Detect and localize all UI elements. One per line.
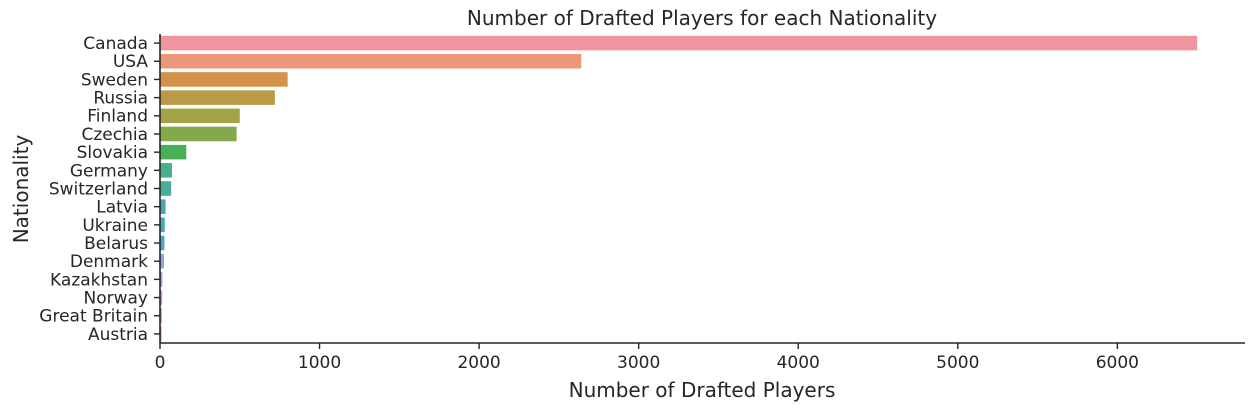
y-tick-label: Germany: [70, 161, 148, 181]
x-tick-label: 6000: [1096, 353, 1139, 373]
y-tick-label: Russia: [93, 89, 148, 109]
bar-canada: [160, 35, 1198, 51]
y-tick-label: Finland: [87, 107, 148, 127]
bar-great-britain: [160, 308, 162, 324]
y-axis-label: Nationality: [9, 135, 33, 244]
y-tick-label: Sweden: [81, 70, 148, 90]
bar-kazakhstan: [160, 272, 163, 287]
x-tick-label: 4000: [777, 353, 820, 373]
bar-czechia: [160, 126, 237, 142]
y-tick-label: Great Britain: [39, 307, 148, 327]
y-tick-label: Kazakhstan: [50, 270, 148, 290]
bar-denmark: [160, 253, 164, 269]
x-tick-label: 5000: [936, 353, 979, 373]
y-tick-label: Belarus: [84, 234, 148, 254]
x-tick-label: 3000: [617, 353, 660, 373]
x-axis-label: Number of Drafted Players: [569, 378, 836, 402]
x-tick-label: 0: [155, 353, 166, 373]
y-tick-label: Norway: [84, 289, 149, 309]
y-tick-label: Slovakia: [77, 143, 148, 163]
y-tick-label: Canada: [83, 34, 148, 54]
bar-norway: [160, 290, 163, 305]
bar-switzerland: [160, 181, 172, 196]
bars-group: [160, 35, 1198, 342]
y-ticks-group: CanadaUSASwedenRussiaFinlandCzechiaSlova…: [39, 34, 160, 345]
x-tick-label: 2000: [457, 353, 500, 373]
chart-title: Number of Drafted Players for each Natio…: [467, 6, 937, 30]
x-tick-label: 1000: [298, 353, 341, 373]
y-tick-label: Denmark: [70, 252, 148, 272]
bar-latvia: [160, 199, 166, 214]
bar-ukraine: [160, 217, 165, 233]
x-ticks-group: 0 1000 2000 3000 4000 5000 6000: [155, 343, 1139, 373]
bar-finland: [160, 108, 240, 124]
y-tick-label: Ukraine: [82, 216, 148, 236]
bar-belarus: [160, 235, 165, 251]
bar-sweden: [160, 72, 288, 87]
bar-russia: [160, 90, 275, 105]
y-tick-label: Latvia: [96, 198, 148, 218]
bar-usa: [160, 53, 582, 69]
y-tick-label: Switzerland: [49, 179, 148, 199]
bar-germany: [160, 163, 172, 178]
y-tick-label: Austria: [88, 325, 148, 345]
y-tick-label: USA: [113, 52, 149, 72]
y-tick-label: Czechia: [81, 125, 148, 145]
bar-slovakia: [160, 144, 187, 160]
